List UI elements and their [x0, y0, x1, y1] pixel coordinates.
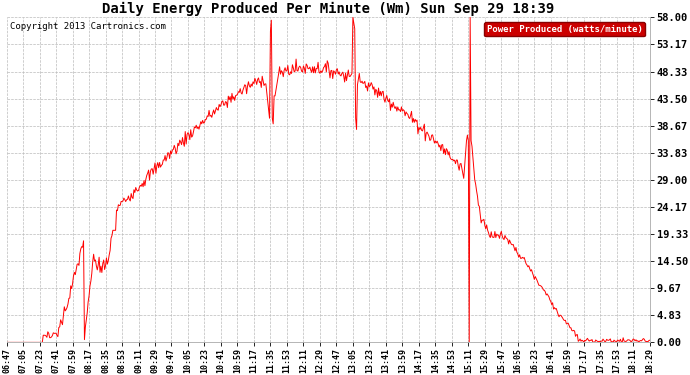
Text: Copyright 2013 Cartronics.com: Copyright 2013 Cartronics.com — [10, 22, 166, 31]
Legend: Power Produced (watts/minute): Power Produced (watts/minute) — [484, 22, 645, 36]
Title: Daily Energy Produced Per Minute (Wm) Sun Sep 29 18:39: Daily Energy Produced Per Minute (Wm) Su… — [102, 2, 554, 16]
